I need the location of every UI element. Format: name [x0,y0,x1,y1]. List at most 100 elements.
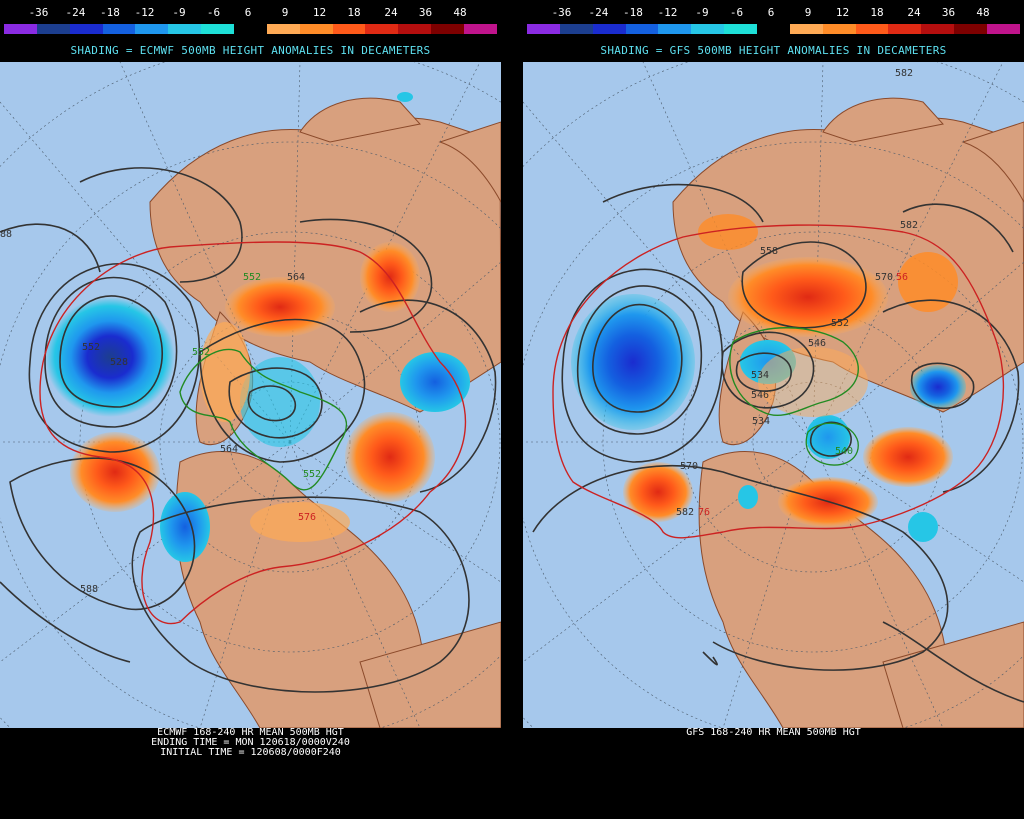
ecmwf-panel: -36 -24 -18 -12 -9 -6 6 9 12 18 24 36 48… [0,0,501,819]
map-caption: ECMWF 168-240 HR MEAN 500MB HGT ENDING T… [0,728,501,758]
scale-swatch [431,24,465,34]
ecmwf-map: 552 564 552 528 552 564 552 576 588 88 [0,62,501,728]
caption-line: GFS 168-240 HR MEAN 500MB HGT [686,727,861,738]
contour-labels: 552 564 552 528 552 564 552 576 588 88 [0,229,321,595]
scale-label: -18 [623,6,643,19]
scale-label: 18 [870,6,884,19]
contour-label: 564 [220,444,238,455]
576-contour [39,241,467,625]
scale-swatch [299,24,333,34]
scale-label: -6 [729,6,744,19]
contour-label: 552 [303,469,321,480]
scale-swatch [201,24,235,34]
polar-map-gfs: 582 558 570 582 546 534 546 534 540 570 … [523,62,1024,728]
scale-label: -6 [206,6,221,19]
scale-label: 24 [384,6,398,19]
scale-label: 12 [312,6,327,19]
scale-swatch [855,24,889,34]
scale-swatch [266,24,300,34]
scale-swatch [691,24,725,34]
scale-swatch [592,24,626,34]
576-contour [552,224,1005,539]
anomaly-shading [45,92,470,562]
contour-label: 534 [751,370,769,381]
552-contour [729,327,859,417]
anomaly-color-bar [4,24,497,34]
contour-label: 558 [760,246,778,257]
scale-label: 9 [281,6,289,19]
contour-label: 76 [698,507,710,518]
gfs-panel: -36 -24 -18 -12 -9 -6 6 9 12 18 24 36 48… [523,0,1024,819]
scale-label: -9 [695,6,709,19]
height-contours [532,183,1024,703]
scale-label: -24 [65,6,86,19]
scale-swatch [954,24,988,34]
scale-label: -36 [551,6,572,19]
caption-line: INITIAL TIME = 120608/0000F240 [160,747,341,758]
scale-swatch [332,24,366,34]
contour-label: 546 [808,338,826,349]
scale-swatch [234,24,267,34]
scale-swatch [135,24,169,34]
scale-label: -12 [657,6,678,19]
540-contour [805,422,859,466]
scale-swatch [527,24,560,34]
scale-swatch [987,24,1020,34]
contour-label: 552 [831,318,849,329]
contour-label: 56 [896,272,908,283]
scale-label: 36 [941,6,956,19]
shading-title: SHADING = GFS 500MB HEIGHT ANOMALIES IN … [600,44,947,57]
scale-label: -9 [172,6,186,19]
contour-label: 528 [110,357,128,368]
scale-swatch [4,24,37,34]
scale-swatch [168,24,202,34]
scale-swatch [69,24,103,34]
scale-label: 48 [976,6,990,19]
contour-label: 88 [0,229,12,240]
scale-label: 6 [244,6,252,19]
scale-label: -18 [100,6,120,19]
contour-label: 570 [875,272,893,283]
scale-label: 9 [804,6,812,19]
scale-label: 12 [835,6,850,19]
scale-label: 6 [767,6,775,19]
scale-swatch [398,24,432,34]
gfs-map: 582 558 570 582 546 534 546 534 540 570 … [523,62,1024,728]
scale-label: 36 [418,6,433,19]
anomaly-scale-labels: -36 -24 -18 -12 -9 -6 6 9 12 18 24 36 48 [4,6,497,20]
scale-swatch [921,24,955,34]
contour-label: 582 [676,507,694,518]
552-contour [179,348,348,491]
caption-line: ENDING TIME = MON 120618/0000V240 [151,737,350,748]
scale-swatch [658,24,692,34]
anomaly-scale-labels: -36 -24 -18 -12 -9 -6 6 9 12 18 24 36 48 [527,6,1020,20]
map-caption: GFS 168-240 HR MEAN 500MB HGT [523,728,1024,738]
contour-label: 534 [752,416,770,427]
scale-label: -36 [28,6,49,19]
caption-line: ECMWF 168-240 HR MEAN 500MB HGT [157,727,344,738]
shading-title: SHADING = ECMWF 500MB HEIGHT ANOMALIES I… [70,44,431,57]
height-contours [0,167,497,693]
scale-label: 48 [453,6,467,19]
contour-label: 552 [243,272,261,283]
anomaly-color-bar [527,24,1020,34]
scale-swatch [625,24,659,34]
scale-label: 18 [347,6,361,19]
scale-swatch [789,24,823,34]
scale-swatch [102,24,136,34]
contour-labels: 582 558 570 582 546 534 546 534 540 570 … [676,68,918,518]
scale-swatch [365,24,399,34]
polar-map-ecmwf: 552 564 552 528 552 564 552 576 588 88 [0,62,501,728]
contour-label: 546 [751,390,769,401]
scale-swatch [36,24,70,34]
contour-label: 588 [80,584,98,595]
land [149,97,501,728]
contour-label: 552 [82,342,100,353]
scale-swatch [822,24,856,34]
contour-label: 564 [287,272,305,283]
scale-swatch [464,24,497,34]
scale-swatch [559,24,593,34]
contour-label: 552 [192,347,210,358]
contour-label: 576 [298,512,316,523]
contour-label: 570 [680,461,698,472]
